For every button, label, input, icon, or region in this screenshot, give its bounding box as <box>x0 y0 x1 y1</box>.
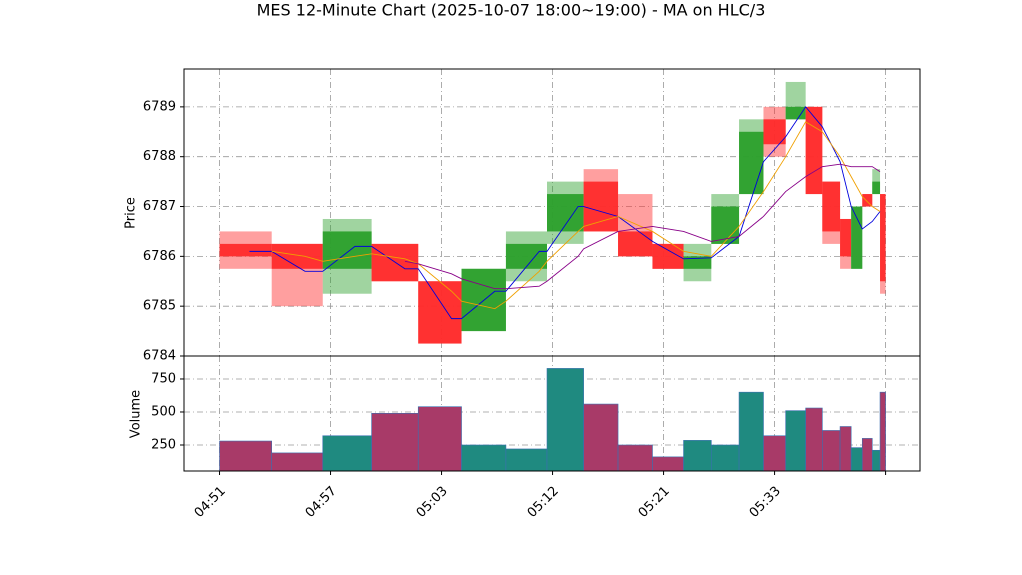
volume-bar <box>850 447 863 472</box>
volume-bar <box>763 435 786 472</box>
volume-bar <box>617 444 653 472</box>
y-tick-label: 6788 <box>143 149 176 164</box>
x-tick-label: 04:57 <box>303 484 340 521</box>
candle-body <box>872 181 881 195</box>
candle-body <box>851 206 863 269</box>
candle-body <box>547 194 584 232</box>
moving-average <box>404 163 881 290</box>
x-tick-label: 04:51 <box>192 484 229 521</box>
volume-bar <box>505 448 548 472</box>
candle-body <box>822 181 841 232</box>
volume-bar <box>738 391 764 472</box>
candle-body <box>739 131 764 195</box>
candle-body <box>711 206 740 244</box>
volume-bar <box>322 435 372 472</box>
candle-body <box>785 106 806 120</box>
volume-bar <box>371 413 419 472</box>
y-tick-label: 6789 <box>143 99 176 114</box>
volume-bar <box>822 430 841 472</box>
volume-bar <box>805 407 823 472</box>
volume-bar <box>861 438 873 472</box>
chart-title: MES 12-Minute Chart (2025-10-07 18:00~19… <box>257 1 766 20</box>
candle-body <box>805 106 823 195</box>
moving-average <box>271 121 881 310</box>
x-tick-label: 05:12 <box>525 484 562 521</box>
volume-bar <box>583 403 619 472</box>
moving-average <box>249 106 881 320</box>
candle-body <box>418 281 462 344</box>
volume-bar <box>546 368 584 472</box>
candle-body <box>505 243 548 269</box>
volume-panel-frame <box>183 355 921 472</box>
y-tick-label: 6786 <box>143 249 176 264</box>
candle-body <box>840 218 852 257</box>
volume-tick-label: 500 <box>151 404 176 419</box>
volume-bar <box>871 449 881 472</box>
volume-bar <box>711 444 740 472</box>
y-tick-label: 6784 <box>143 349 176 364</box>
candle-body <box>763 119 786 145</box>
volume-bar <box>652 456 684 472</box>
x-tick-label: 05:21 <box>636 484 673 521</box>
candle-body <box>880 194 886 282</box>
volume-bar <box>461 444 507 472</box>
volume-bar <box>271 452 324 472</box>
volume-bar <box>683 440 712 472</box>
candle-body <box>322 231 372 269</box>
volume-bar <box>839 426 852 472</box>
x-tick-label: 05:33 <box>747 484 784 521</box>
candle-body <box>219 243 272 257</box>
x-tick-label: 05:03 <box>414 484 451 521</box>
candle-body <box>862 194 873 207</box>
candle-body <box>683 256 712 269</box>
candle-body <box>583 181 619 232</box>
volume-bar <box>417 406 462 472</box>
volume-tick-label: 750 <box>151 371 176 386</box>
candle-body <box>618 231 653 257</box>
volume-tick-label: 250 <box>151 437 176 452</box>
volume-bar <box>785 410 806 472</box>
y-tick-label: 6785 <box>143 299 176 314</box>
volume-axis-label: Volume <box>129 390 144 438</box>
y-tick-label: 6787 <box>143 199 176 214</box>
volume-bar <box>879 391 886 472</box>
volume-bar <box>219 440 272 472</box>
y-axis-label: Price <box>124 197 139 229</box>
